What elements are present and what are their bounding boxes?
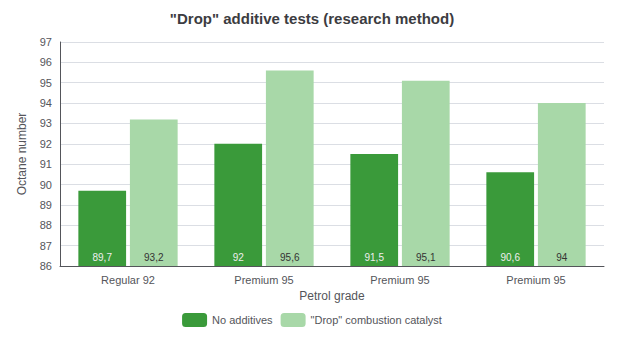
svg-text:95,6: 95,6: [280, 252, 300, 263]
svg-text:Octane number: Octane number: [15, 113, 29, 196]
svg-text:"Drop" combustion catalyst: "Drop" combustion catalyst: [311, 314, 442, 326]
svg-text:91,5: 91,5: [364, 252, 384, 263]
svg-text:93,2: 93,2: [144, 252, 164, 263]
svg-text:94: 94: [556, 252, 568, 263]
svg-text:89,7: 89,7: [92, 252, 112, 263]
svg-text:93: 93: [40, 117, 52, 129]
svg-text:88: 88: [40, 219, 52, 231]
svg-text:95: 95: [40, 77, 52, 89]
svg-text:96: 96: [40, 56, 52, 68]
svg-text:Premium 95: Premium 95: [370, 274, 429, 286]
svg-text:97: 97: [40, 36, 52, 48]
svg-text:No additives: No additives: [212, 314, 273, 326]
svg-text:92: 92: [233, 252, 245, 263]
svg-text:90,6: 90,6: [500, 252, 520, 263]
svg-text:94: 94: [40, 97, 52, 109]
svg-text:Premium 95: Premium 95: [234, 274, 293, 286]
svg-text:95,1: 95,1: [416, 252, 436, 263]
svg-text:"Drop" additive tests (researc: "Drop" additive tests (research method): [170, 10, 454, 27]
svg-text:90: 90: [40, 179, 52, 191]
svg-text:Petrol grade: Petrol grade: [299, 289, 365, 303]
svg-text:Regular 92: Regular 92: [101, 274, 155, 286]
svg-text:92: 92: [40, 138, 52, 150]
svg-text:87: 87: [40, 240, 52, 252]
svg-text:89: 89: [40, 199, 52, 211]
svg-text:91: 91: [40, 158, 52, 170]
svg-text:Premium 95: Premium 95: [506, 274, 565, 286]
svg-text:86: 86: [40, 260, 52, 272]
